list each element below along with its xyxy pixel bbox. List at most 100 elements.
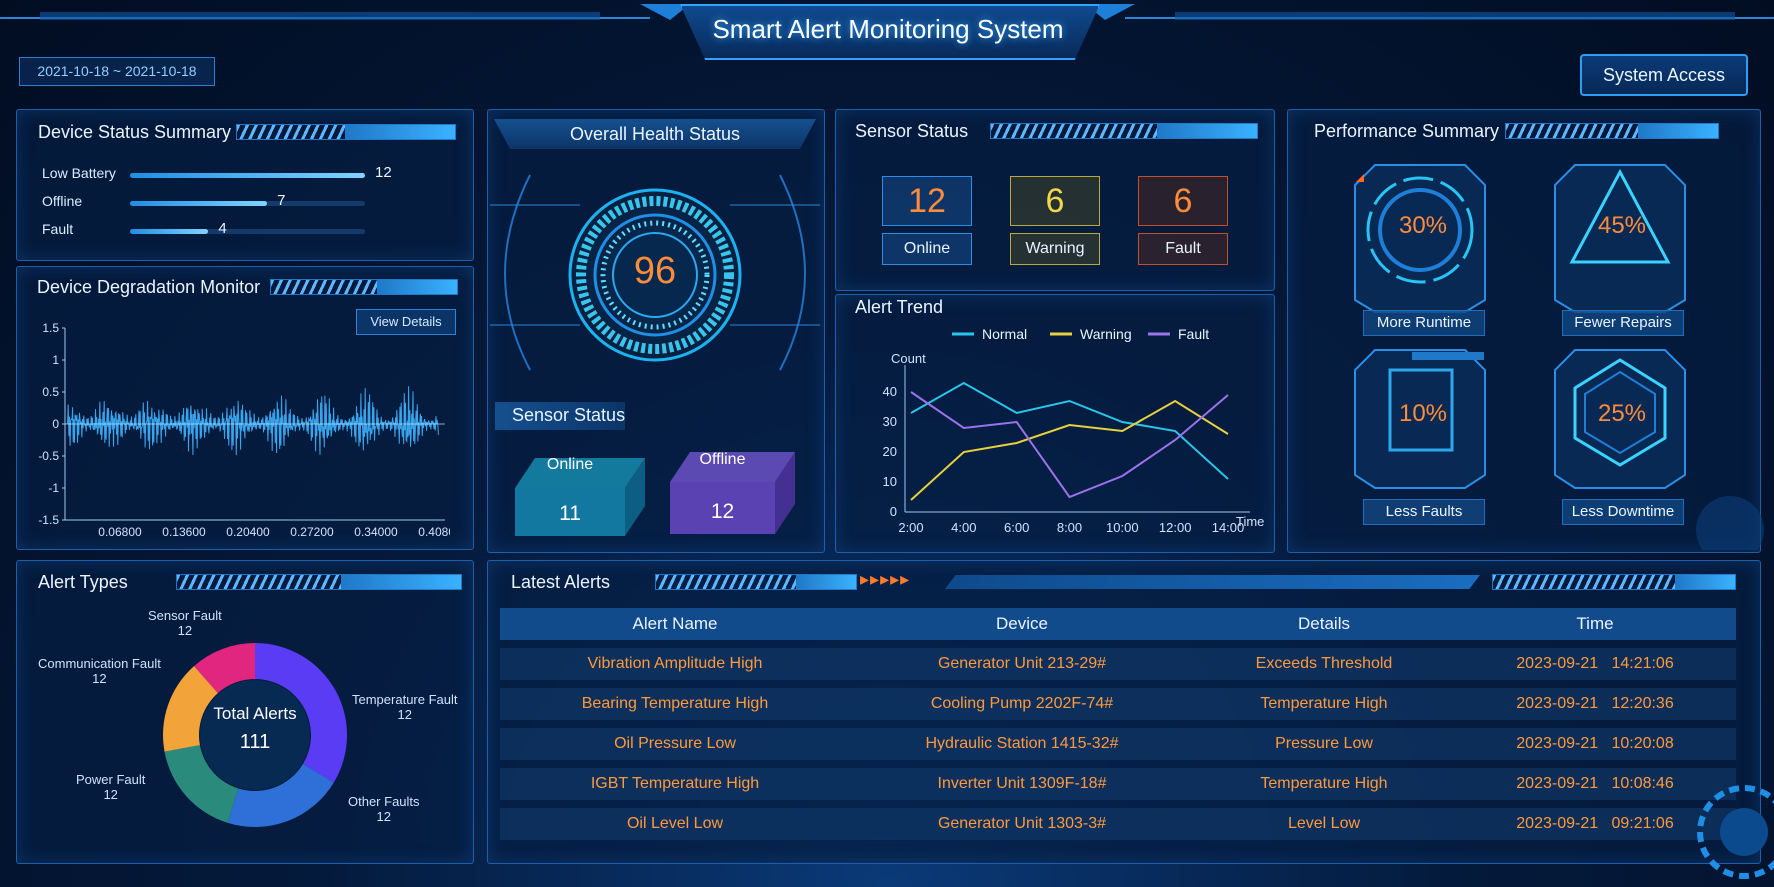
device-status-title: Device Status Summary: [38, 122, 232, 142]
legend-label: Fault: [1178, 326, 1209, 342]
column-header-device[interactable]: Device: [996, 614, 1048, 633]
y-tick-label: -0.5: [38, 449, 59, 463]
column-header-alert-name[interactable]: Alert Name: [632, 614, 718, 633]
donut-label-name: Other Faults: [348, 794, 420, 809]
gear-decoration: [1697, 785, 1774, 879]
cell-device: Inverter Unit 1309F-18#: [937, 775, 1107, 792]
donut-slice: [255, 643, 347, 783]
donut-center-title: Total Alerts: [213, 704, 297, 723]
performance-value: 10%: [1398, 400, 1448, 427]
health-title: Overall Health Status: [569, 124, 741, 144]
cell-time: 2023-09-21 12:20:36: [1516, 695, 1674, 712]
health-gauge: [490, 174, 820, 371]
arrow-decoration: ▸▸▸▸▸: [860, 569, 911, 589]
status-bar-value: 4: [218, 220, 227, 237]
cell-alert-name: IGBT Temperature High: [590, 775, 760, 792]
x-tick-label: 2:00: [898, 520, 923, 535]
donut-label-name: Power Fault: [76, 772, 146, 787]
x-tick-label: 12:00: [1159, 520, 1192, 535]
sensor-stat-label: Fault: [1138, 233, 1228, 265]
y-tick-label: 0: [52, 417, 59, 431]
column-header-details[interactable]: Details: [1298, 614, 1350, 633]
y-tick-label: 10: [883, 474, 897, 489]
sensor-stat-value: 6: [1010, 176, 1100, 226]
title-stripe: [1492, 574, 1736, 590]
cell-alert-name: Oil Level Low: [626, 815, 724, 832]
status-bar-fill: [130, 201, 268, 206]
title-stripe: [270, 279, 458, 295]
column-header-time[interactable]: Time: [1576, 614, 1614, 633]
sensor-offline-label: Offline: [699, 451, 746, 468]
table-row[interactable]: Oil Pressure Low Hydraulic Station 1415-3…: [500, 728, 1736, 760]
donut-label-value: 12: [103, 787, 118, 802]
table-row[interactable]: Vibration Amplitude High Generator Unit 2…: [500, 648, 1736, 680]
sensor-box-title: Sensor Status: [512, 405, 626, 425]
sensor-boxes: [515, 452, 795, 536]
cell-device: Generator Unit 1303-3#: [937, 815, 1107, 832]
cell-time: 2023-09-21 10:08:46: [1516, 775, 1674, 792]
title-stripe: [236, 124, 456, 140]
x-tick-label: 10:00: [1106, 520, 1139, 535]
status-bar-label: Fault: [42, 221, 74, 237]
y-tick-label: 30: [883, 414, 897, 429]
y-tick-label: 0: [890, 504, 897, 519]
alert-trend-title: Alert Trend: [855, 297, 944, 317]
sensor-stat-value: 12: [882, 176, 972, 226]
cell-time: 2023-09-21 09:21:06: [1516, 815, 1674, 832]
performance-title: Performance Summary: [1314, 121, 1500, 141]
legend-label: Normal: [982, 326, 1027, 342]
performance-value: 25%: [1597, 400, 1647, 427]
globe-decoration: [1696, 496, 1764, 550]
y-tick-label: 20: [883, 444, 897, 459]
donut-slice: [163, 666, 218, 752]
view-details-button[interactable]: View Details: [356, 309, 456, 335]
table-row[interactable]: IGBT Temperature High Inverter Unit 1309F…: [500, 768, 1736, 800]
donut-label: Sensor Fault 12: [148, 608, 222, 638]
cell-details: Level Low: [1287, 815, 1361, 832]
donut-label: Other Faults 12: [348, 794, 420, 824]
sensor-stat-label: Warning: [1010, 233, 1100, 265]
cell-details: Pressure Low: [1275, 735, 1373, 752]
date-range-picker[interactable]: 2021-10-18 ~ 2021-10-18: [19, 57, 215, 86]
donut-slice: [193, 643, 255, 694]
status-bar-fill: [130, 173, 365, 178]
performance-value: 45%: [1597, 212, 1647, 239]
system-access-button[interactable]: System Access: [1580, 54, 1748, 96]
donut-label: Power Fault 12: [76, 772, 145, 802]
y-tick-label: 40: [883, 384, 897, 399]
sensor-offline-value: 12: [710, 500, 735, 523]
status-bar-track: [130, 201, 365, 206]
page-title: Smart Alert Monitoring System: [712, 14, 1064, 44]
sensor-box-title-plate: [495, 402, 625, 430]
alert-trend-chart: Count Time 0 10 20 30 40 2:00 4:00 6:00 8:00 10:00 1…: [883, 326, 1265, 535]
cell-details: Exceeds Threshold: [1255, 655, 1393, 672]
title-stripe: [176, 574, 462, 590]
cell-alert-name: Oil Pressure Low: [614, 735, 736, 752]
cell-alert-name: Bearing Temperature High: [581, 695, 769, 712]
performance-label: More Runtime: [1363, 310, 1485, 336]
performance-label: Less Downtime: [1562, 499, 1684, 525]
cell-device: Hydraulic Station 1415-32#: [925, 735, 1119, 752]
status-bar-track: [130, 229, 365, 234]
table-row[interactable]: Oil Level Low Generator Unit 1303-3# Level…: [500, 808, 1736, 840]
x-tick-label: 14:00: [1212, 520, 1245, 535]
x-tick-label: 0.40800: [418, 525, 450, 539]
performance-value: 30%: [1398, 212, 1448, 239]
y-tick-label: 0.5: [42, 385, 59, 399]
x-tick-label: 0.06800: [98, 525, 142, 539]
donut-label-value: 12: [376, 809, 391, 824]
title-stripe: [1505, 123, 1719, 139]
y-tick-label: 1.5: [42, 321, 59, 335]
header-decoration: [0, 4, 1774, 20]
table-row[interactable]: Bearing Temperature High Cooling Pump 220…: [500, 688, 1736, 720]
x-tick-label: 8:00: [1057, 520, 1082, 535]
donut-label-value: 12: [92, 671, 107, 686]
header-bar: Smart Alert Monitoring System: [0, 0, 1774, 60]
status-bar-label: Offline: [42, 193, 83, 209]
y-tick-label: -1.5: [38, 513, 59, 527]
alert-types-title: Alert Types: [38, 572, 128, 592]
x-tick-label: 0.13600: [162, 525, 206, 539]
sensor-stat-label: Online: [882, 233, 972, 265]
series-line-normal: [910, 381, 1229, 480]
health-title-plate: [494, 119, 816, 149]
